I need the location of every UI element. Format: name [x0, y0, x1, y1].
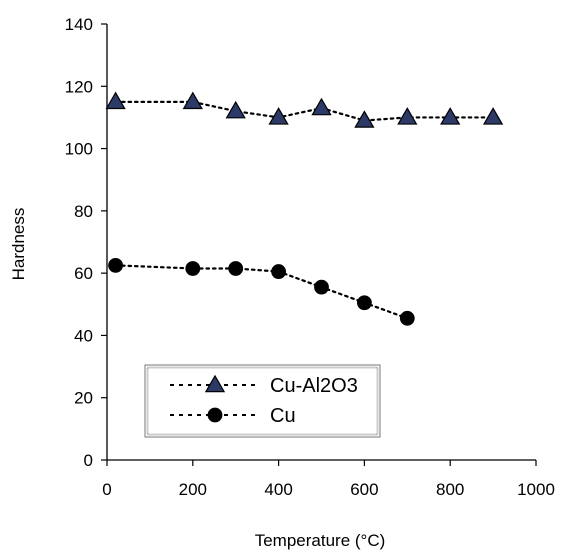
y-tick-label: 40: [74, 326, 93, 345]
data-point-cu-al2o3: [182, 91, 203, 110]
legend: Cu-Al2O3 Cu: [144, 364, 381, 438]
x-tick-label: 200: [179, 480, 207, 499]
data-point-cu: [314, 279, 329, 295]
y-tick-label: 0: [84, 451, 93, 470]
y-tick-label: 80: [74, 202, 93, 221]
data-point-cu-al2o3: [268, 107, 289, 125]
legend-marker-cu-al2o3: [204, 374, 226, 393]
series-cu: [108, 257, 415, 326]
y-axis-ticks: 0 20 40 60 80 100 120 140: [65, 15, 107, 470]
x-tick-label: 0: [102, 480, 111, 499]
series-line-cu: [114, 264, 409, 320]
data-point-cu-al2o3: [225, 100, 246, 119]
series-layer: [105, 91, 504, 326]
y-tick-label: 140: [65, 15, 93, 34]
data-point-cu: [185, 261, 201, 276]
data-point-cu-al2o3: [440, 107, 461, 125]
x-tick-label: 1000: [517, 480, 555, 499]
data-point-cu: [228, 261, 244, 276]
y-axis-label: Hardness: [9, 208, 28, 281]
x-tick-label: 800: [436, 480, 464, 499]
legend-label-cu: Cu: [270, 405, 296, 427]
x-tick-label: 600: [350, 480, 378, 499]
data-point-cu: [271, 264, 287, 279]
data-point-cu-al2o3: [354, 110, 375, 128]
data-point-cu: [356, 295, 372, 311]
series-line-cu-al2o3: [114, 100, 495, 122]
x-axis-ticks: 0 200 400 600 800 1000: [102, 460, 555, 499]
y-tick-label: 60: [74, 264, 93, 283]
y-tick-label: 20: [74, 389, 93, 408]
series-cu-al2o3: [105, 91, 504, 128]
legend-label-cu-al2o3: Cu-Al2O3: [270, 375, 358, 397]
x-tick-label: 400: [264, 480, 292, 499]
data-point-cu-al2o3: [397, 107, 418, 125]
y-tick-label: 100: [65, 140, 93, 159]
x-axis-label: Temperature (°C): [255, 531, 386, 550]
data-point-cu: [108, 257, 123, 273]
data-point-cu: [399, 310, 415, 326]
y-tick-label: 120: [65, 77, 93, 96]
data-point-cu-al2o3: [105, 91, 126, 110]
data-point-cu-al2o3: [311, 97, 332, 116]
axes: [106, 24, 536, 461]
legend-marker-cu: [207, 407, 223, 423]
legend-frame: [144, 364, 381, 438]
legend-frame-inner: [146, 366, 379, 436]
data-point-cu-al2o3: [482, 107, 504, 125]
